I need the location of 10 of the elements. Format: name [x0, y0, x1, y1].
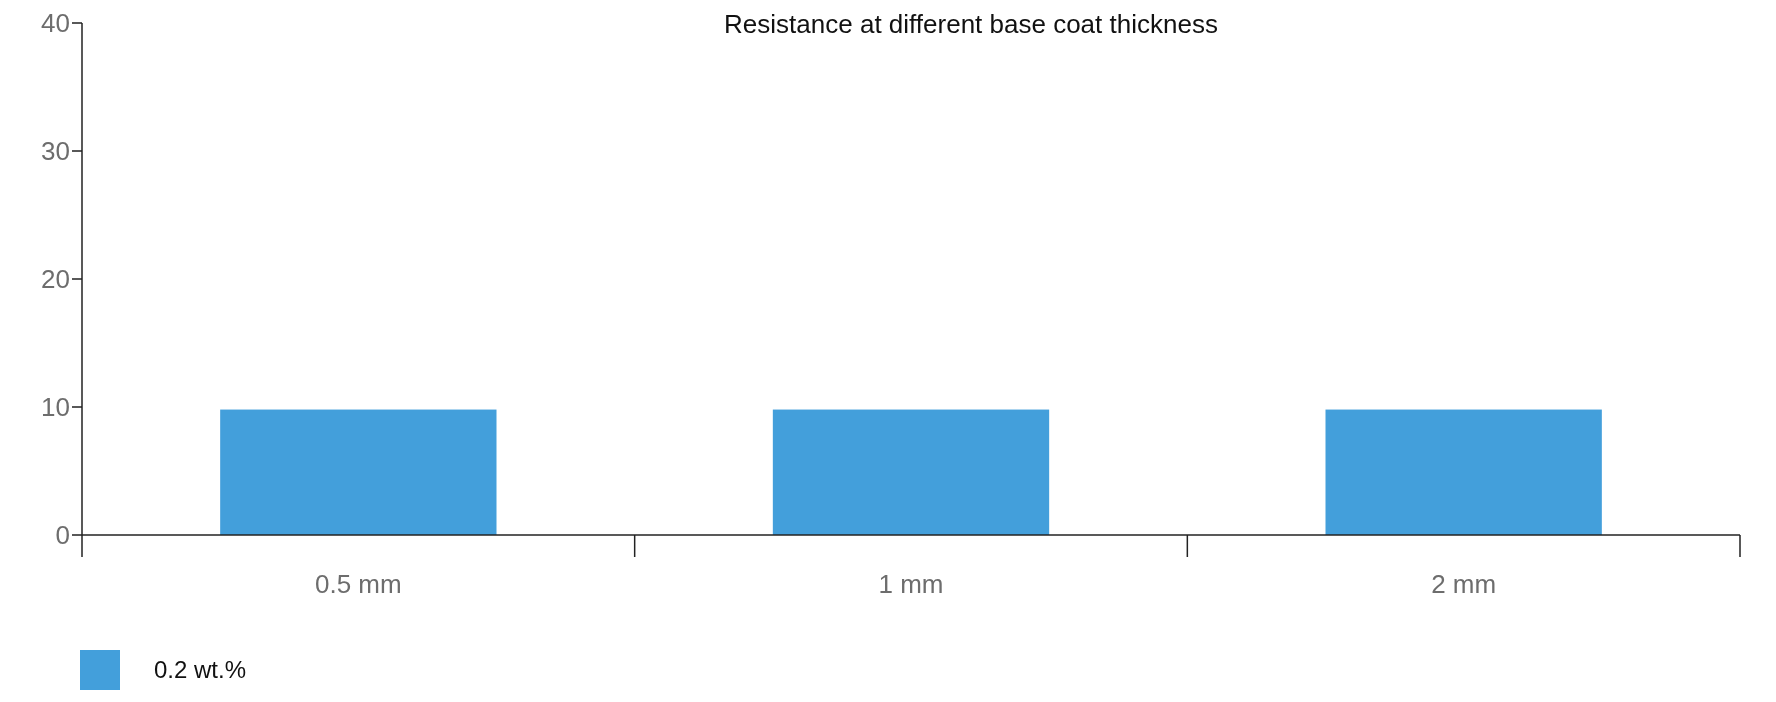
legend-label: 0.2 wt.%	[154, 656, 247, 684]
y-tick-label: 40	[41, 8, 70, 39]
x-tick-label: 0.5 mm	[314, 569, 402, 599]
x-tick-label: 2 mm	[1431, 569, 1497, 599]
y-tick-label: 10	[41, 392, 70, 423]
x-tick-label: 1 mm	[878, 569, 944, 599]
y-tick-label: 20	[41, 264, 70, 295]
y-tick-label: 0	[55, 520, 70, 551]
y-tick-label: 30	[41, 136, 70, 167]
chart-title: Resistance at different base coat thickness	[724, 9, 1218, 39]
